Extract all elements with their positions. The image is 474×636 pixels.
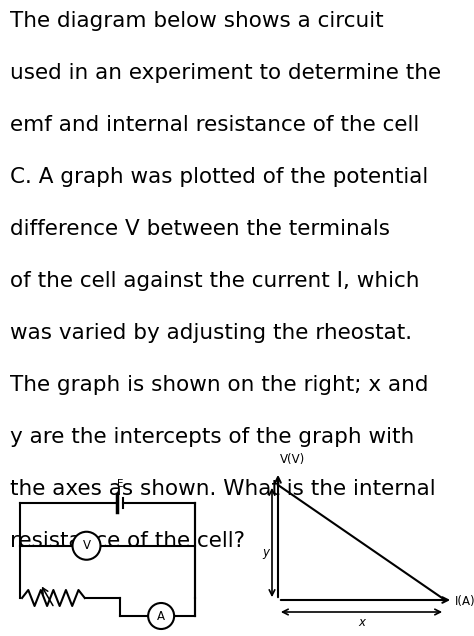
Text: difference V between the terminals: difference V between the terminals: [10, 219, 390, 238]
Circle shape: [148, 603, 174, 629]
Text: used in an experiment to determine the: used in an experiment to determine the: [10, 62, 441, 83]
Text: emf and internal resistance of the cell: emf and internal resistance of the cell: [10, 114, 419, 135]
Text: resistance of the cell?: resistance of the cell?: [10, 530, 245, 551]
Text: The graph is shown on the right; x and: The graph is shown on the right; x and: [10, 375, 428, 394]
Text: V(V): V(V): [280, 453, 305, 466]
Text: I(A): I(A): [455, 595, 474, 609]
Text: of the cell against the current I, which: of the cell against the current I, which: [10, 270, 419, 291]
Text: C. A graph was plotted of the potential: C. A graph was plotted of the potential: [10, 167, 428, 186]
Text: The diagram below shows a circuit: The diagram below shows a circuit: [10, 11, 383, 31]
Text: was varied by adjusting the rheostat.: was varied by adjusting the rheostat.: [10, 322, 412, 343]
Text: A: A: [157, 609, 165, 623]
Text: y: y: [262, 546, 269, 559]
Circle shape: [73, 532, 100, 560]
Text: x: x: [358, 616, 365, 629]
Text: the axes as shown. What is the internal: the axes as shown. What is the internal: [10, 479, 436, 499]
Text: y are the intercepts of the graph with: y are the intercepts of the graph with: [10, 427, 414, 446]
Text: V: V: [82, 539, 91, 552]
Text: E: E: [117, 479, 123, 489]
